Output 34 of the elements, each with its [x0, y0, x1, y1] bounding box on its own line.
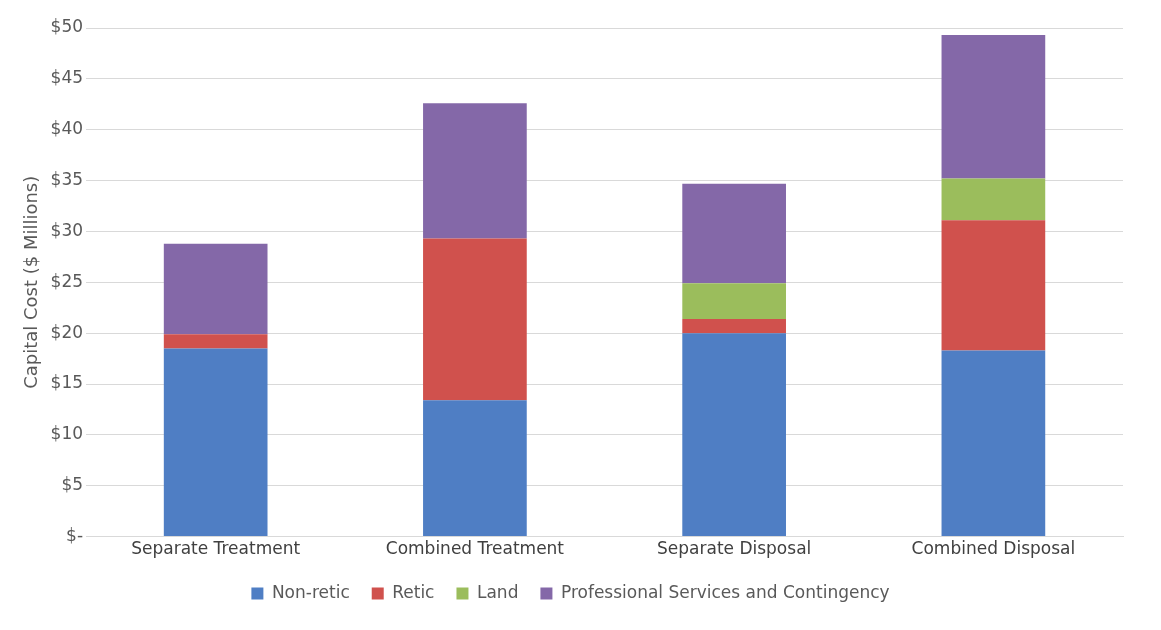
bar [682, 183, 786, 284]
y-axis-title: Capital Cost ($ Millions) [20, 175, 42, 389]
x-tick-label: Separate Disposal [657, 538, 812, 559]
bar [163, 334, 268, 349]
bar [941, 350, 1046, 537]
legend-label: Land [476, 581, 519, 602]
x-tick-label: Combined Treatment [385, 538, 565, 559]
y-tick-label: $30 [50, 219, 84, 240]
bar [941, 35, 1046, 179]
bar [423, 103, 527, 239]
y-tick-label: $10 [50, 423, 84, 444]
x-tick-label: Separate Treatment [131, 538, 301, 559]
y-tick-label: $15 [50, 372, 84, 393]
y-tick-label: $40 [50, 118, 84, 139]
x-tick-label: Combined Disposal [911, 538, 1076, 559]
y-tick-label: $5 [61, 474, 84, 495]
bar [163, 243, 268, 335]
y-tick-label: $25 [50, 270, 84, 291]
bar [682, 318, 786, 334]
bar [682, 333, 786, 537]
bar [682, 283, 786, 319]
bar [941, 220, 1046, 351]
y-tick-label: $50 [50, 16, 84, 37]
legend-label: Professional Services and Contingency [560, 581, 890, 602]
bar [163, 348, 268, 537]
y-tick-label: $- [66, 525, 84, 546]
bar [941, 178, 1046, 221]
legend-label: Non-retic [271, 581, 350, 602]
bar [423, 238, 527, 401]
legend-label: Retic [392, 581, 435, 602]
bar [423, 400, 527, 537]
y-tick-label: $35 [50, 169, 84, 189]
y-tick-label: $20 [50, 321, 84, 342]
y-tick-label: $45 [50, 67, 84, 88]
